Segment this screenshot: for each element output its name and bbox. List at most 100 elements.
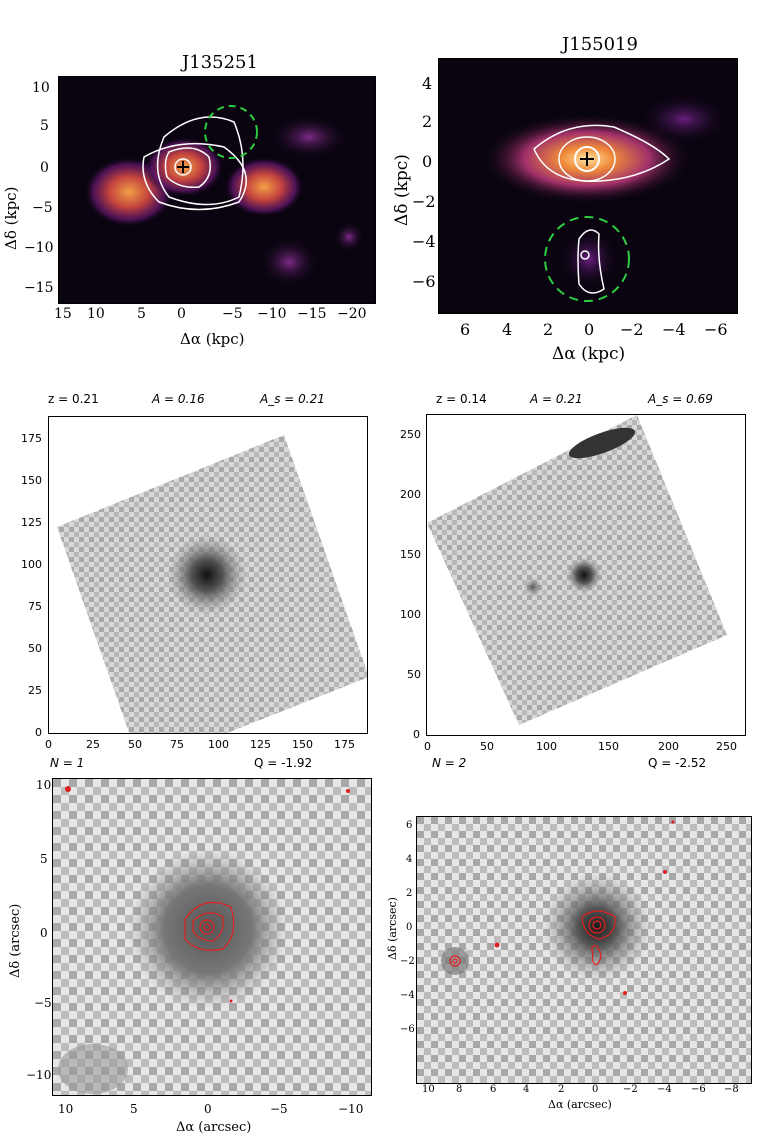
red-dot <box>623 991 627 995</box>
red-dot <box>663 870 667 874</box>
x-tick: 8 <box>456 1084 463 1095</box>
panel-j135251: J135251 <box>0 0 380 360</box>
red-dot <box>229 999 233 1003</box>
y-tick: −5 <box>32 200 53 216</box>
grayscale-zoom-svg <box>53 779 371 1095</box>
heatmap-image <box>58 76 376 304</box>
red-dot <box>346 789 350 793</box>
emission-blob <box>259 237 319 287</box>
y-axis-label: Δδ (kpc) <box>2 186 20 250</box>
x-tick: 50 <box>128 738 142 751</box>
x-tick: 2 <box>543 320 554 339</box>
secondary-source <box>523 577 543 597</box>
x-tick: 0 <box>45 738 52 751</box>
panel-j155019: J155019 <box>380 0 763 370</box>
shape-asymmetry-label: A_s = 0.69 <box>648 392 713 406</box>
grayscale-zoom-image <box>416 816 752 1084</box>
y-tick: 150 <box>21 474 42 487</box>
y-axis-label: Δδ (kpc) <box>392 154 412 226</box>
y-tick: 75 <box>28 600 42 613</box>
panel-mid-right: z = 0.14 A = 0.21 A_s = 0.69 <box>380 380 763 753</box>
x-tick: 0 <box>592 1084 599 1095</box>
dashed-circle <box>544 216 630 302</box>
y-tick: 10 <box>32 80 50 96</box>
x-tick: −6 <box>691 1084 706 1095</box>
heatmap-svg <box>84 105 364 287</box>
secondary-source <box>58 1044 128 1094</box>
x-tick: 0 <box>204 1102 212 1116</box>
x-tick: 6 <box>490 1084 497 1095</box>
y-tick: 50 <box>28 642 42 655</box>
plus-marker <box>580 152 594 166</box>
galaxy-core <box>128 849 288 1009</box>
grayscale-zoom-svg <box>417 817 751 1083</box>
panel-bottom-right: N = 2 Q = -2.52 <box>380 750 763 1144</box>
redshift-label: z = 0.14 <box>436 392 487 406</box>
x-tick: −5 <box>222 306 243 322</box>
component-count-label: N = 1 <box>50 756 85 770</box>
red-contour <box>449 955 461 967</box>
x-tick: 10 <box>422 1084 435 1095</box>
y-tick: −6 <box>412 272 436 291</box>
plus-marker <box>177 161 189 173</box>
y-tick: 200 <box>400 488 421 501</box>
y-tick: −5 <box>34 996 52 1010</box>
y-tick: 0 <box>413 728 420 741</box>
grayscale-zoom-image <box>52 778 372 1096</box>
y-tick: −2 <box>412 192 436 211</box>
galaxy-core <box>566 557 602 593</box>
x-tick: 150 <box>598 740 619 753</box>
y-tick: 0 <box>422 152 433 171</box>
x-tick: 0 <box>424 740 431 753</box>
secondary-source <box>441 947 469 975</box>
y-tick: 150 <box>400 548 421 561</box>
y-tick: −15 <box>24 280 54 296</box>
y-tick: 2 <box>422 112 433 131</box>
red-dot <box>671 820 675 824</box>
x-tick: 150 <box>292 738 313 751</box>
x-tick: 25 <box>86 738 100 751</box>
component-count-label: N = 2 <box>432 756 467 770</box>
red-contour <box>203 923 211 931</box>
galaxy-core <box>167 535 247 615</box>
x-tick: 100 <box>208 738 229 751</box>
red-contour <box>588 916 606 934</box>
emission-blob <box>639 94 729 144</box>
x-tick: 100 <box>536 740 557 753</box>
x-tick: −6 <box>704 320 728 339</box>
heatmap-svg <box>482 94 729 302</box>
x-tick: 2 <box>558 1084 565 1095</box>
x-axis-label: Δα (arcsec) <box>548 1098 612 1111</box>
y-tick: −10 <box>26 1068 52 1082</box>
x-tick: 5 <box>137 306 146 322</box>
y-tick: 10 <box>36 778 52 792</box>
y-axis-label: Δδ (arcsec) <box>8 903 23 978</box>
x-axis-label: Δα (arcsec) <box>176 1120 252 1135</box>
y-tick: 5 <box>40 118 49 134</box>
x-tick: 0 <box>177 306 186 322</box>
dashed-circle <box>204 105 258 159</box>
edge-artifact <box>568 427 636 459</box>
x-tick: −15 <box>297 306 327 322</box>
x-tick: 200 <box>658 740 679 753</box>
x-tick: −2 <box>623 1084 638 1095</box>
y-tick: −4 <box>400 990 415 1001</box>
y-tick: 0 <box>35 726 42 739</box>
panel-mid-left: z = 0.21 A = 0.16 A_s = 0.21 0 25 50 75 <box>0 380 380 751</box>
x-tick: 75 <box>170 738 184 751</box>
red-contour <box>581 910 616 940</box>
contour-line <box>574 146 600 172</box>
y-tick: −2 <box>400 956 415 967</box>
y-tick: 100 <box>21 558 42 571</box>
y-tick: 25 <box>28 684 42 697</box>
y-tick: 0 <box>406 922 413 933</box>
redshift-label: z = 0.21 <box>48 392 99 406</box>
y-tick: 125 <box>21 516 42 529</box>
y-tick: −10 <box>24 240 54 256</box>
y-tick: −6 <box>400 1024 415 1035</box>
red-contour <box>192 912 224 942</box>
red-dot <box>65 786 71 792</box>
x-tick: 4 <box>523 1084 530 1095</box>
contour-line <box>533 124 671 182</box>
x-tick: −4 <box>662 320 686 339</box>
